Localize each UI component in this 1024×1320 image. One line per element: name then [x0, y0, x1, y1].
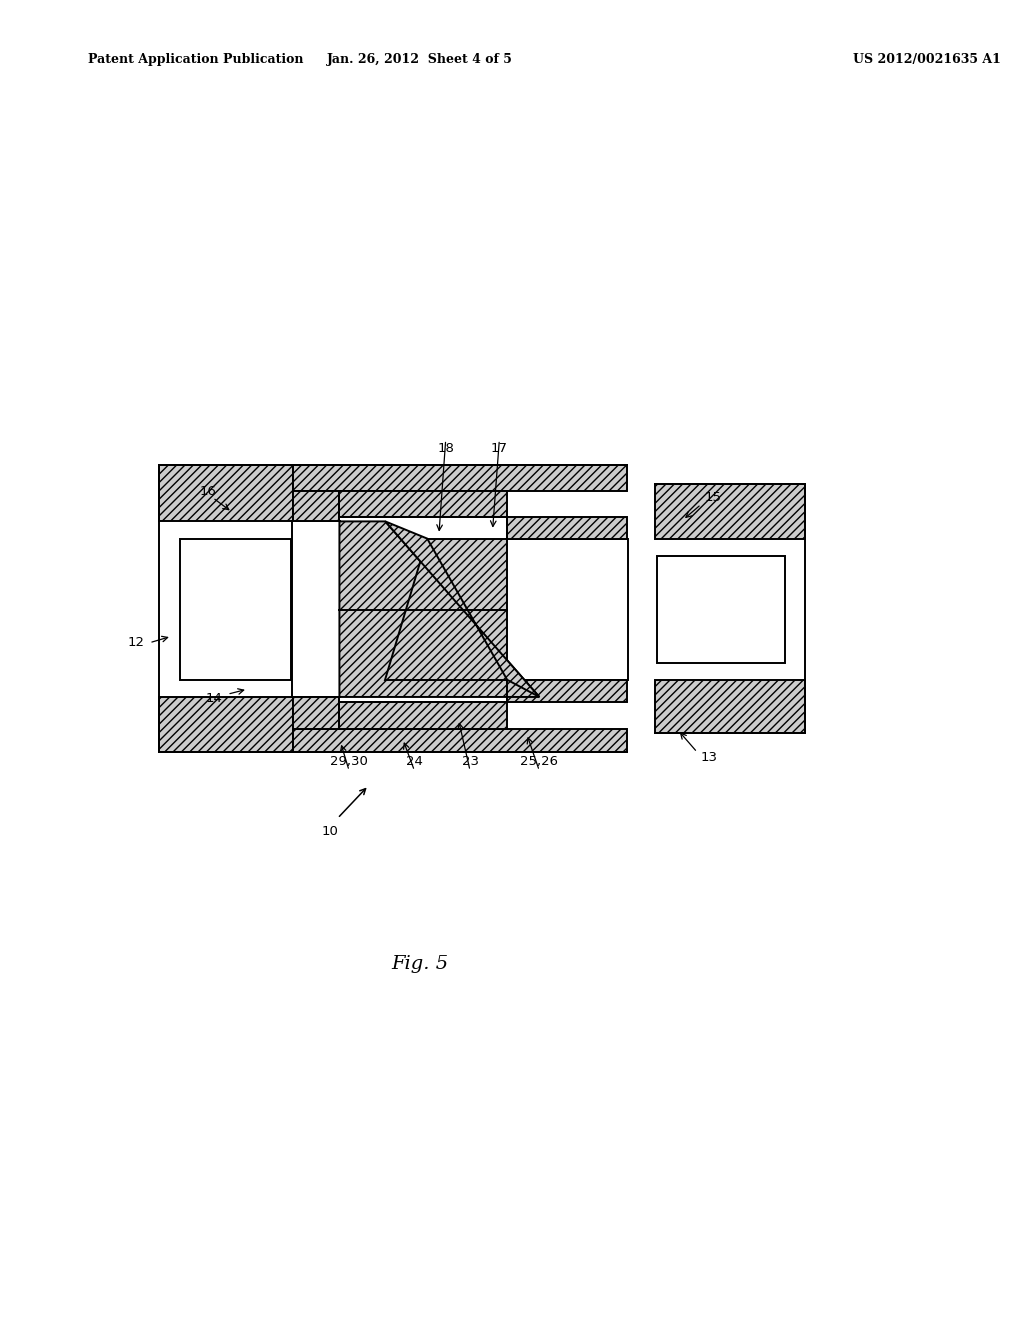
Bar [657, 556, 785, 663]
Bar [507, 680, 627, 702]
Bar [655, 680, 805, 733]
Text: 10: 10 [322, 825, 338, 838]
Bar [293, 697, 339, 729]
Text: 12: 12 [127, 636, 144, 649]
Polygon shape [385, 521, 540, 697]
Bar [339, 491, 507, 517]
Text: 18: 18 [437, 442, 455, 455]
Bar [293, 729, 627, 752]
Text: US 2012/0021635 A1: US 2012/0021635 A1 [853, 53, 1001, 66]
Text: 24: 24 [407, 755, 423, 768]
Text: 15: 15 [705, 491, 721, 504]
Bar [159, 697, 293, 752]
Text: 23: 23 [462, 755, 478, 768]
Bar [159, 465, 293, 521]
Polygon shape [385, 539, 507, 680]
Bar [180, 539, 291, 680]
Text: 14: 14 [206, 692, 222, 705]
Bar [292, 521, 340, 697]
Text: Jan. 26, 2012  Sheet 4 of 5: Jan. 26, 2012 Sheet 4 of 5 [327, 53, 512, 66]
Text: 29,30: 29,30 [330, 755, 368, 768]
Bar [655, 484, 805, 539]
Bar [507, 517, 627, 539]
Text: Fig. 5: Fig. 5 [391, 954, 447, 973]
Text: 25,26: 25,26 [520, 755, 558, 768]
Bar [293, 465, 627, 491]
Text: 17: 17 [490, 442, 508, 455]
Text: 16: 16 [200, 484, 216, 498]
Bar [293, 491, 339, 521]
Bar [506, 539, 628, 680]
Polygon shape [339, 521, 540, 697]
Text: Patent Application Publication: Patent Application Publication [88, 53, 303, 66]
Text: 13: 13 [700, 751, 717, 764]
Bar [339, 702, 507, 729]
